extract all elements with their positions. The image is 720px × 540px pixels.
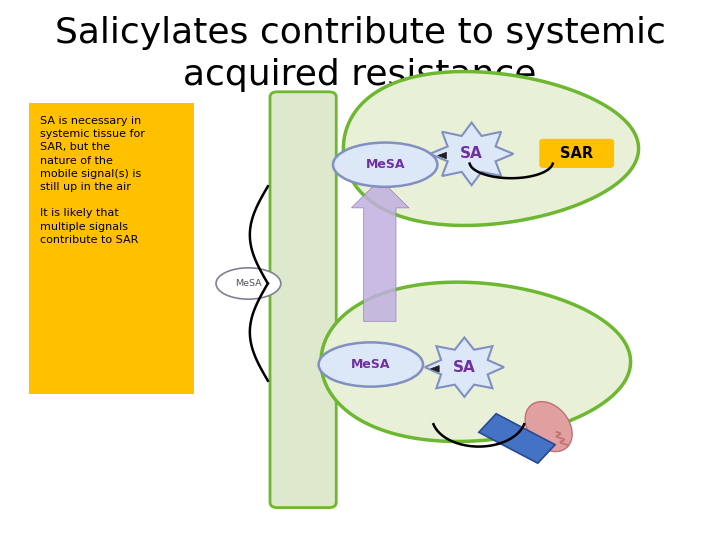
Text: SA: SA <box>460 146 483 161</box>
Text: Salicylates contribute to systemic
acquired resistance: Salicylates contribute to systemic acqui… <box>55 16 665 92</box>
Text: SAR: SAR <box>560 146 593 161</box>
FancyBboxPatch shape <box>29 103 194 394</box>
Text: MeSA: MeSA <box>366 158 405 171</box>
FancyBboxPatch shape <box>270 92 336 508</box>
Polygon shape <box>425 338 504 397</box>
Polygon shape <box>321 282 631 441</box>
Ellipse shape <box>333 143 438 187</box>
Polygon shape <box>343 72 639 225</box>
Ellipse shape <box>319 342 423 387</box>
Polygon shape <box>351 179 409 321</box>
Polygon shape <box>438 152 446 159</box>
Text: MeSA: MeSA <box>351 358 390 371</box>
Ellipse shape <box>216 268 281 299</box>
Polygon shape <box>525 402 572 451</box>
Polygon shape <box>431 366 439 372</box>
Polygon shape <box>479 414 555 463</box>
Polygon shape <box>430 123 513 185</box>
Text: MeSA: MeSA <box>235 279 261 288</box>
Text: SA is necessary in
systemic tissue for
SAR, but the
nature of the
mobile signal(: SA is necessary in systemic tissue for S… <box>40 116 145 245</box>
Text: SA: SA <box>453 360 476 375</box>
FancyBboxPatch shape <box>539 139 614 168</box>
